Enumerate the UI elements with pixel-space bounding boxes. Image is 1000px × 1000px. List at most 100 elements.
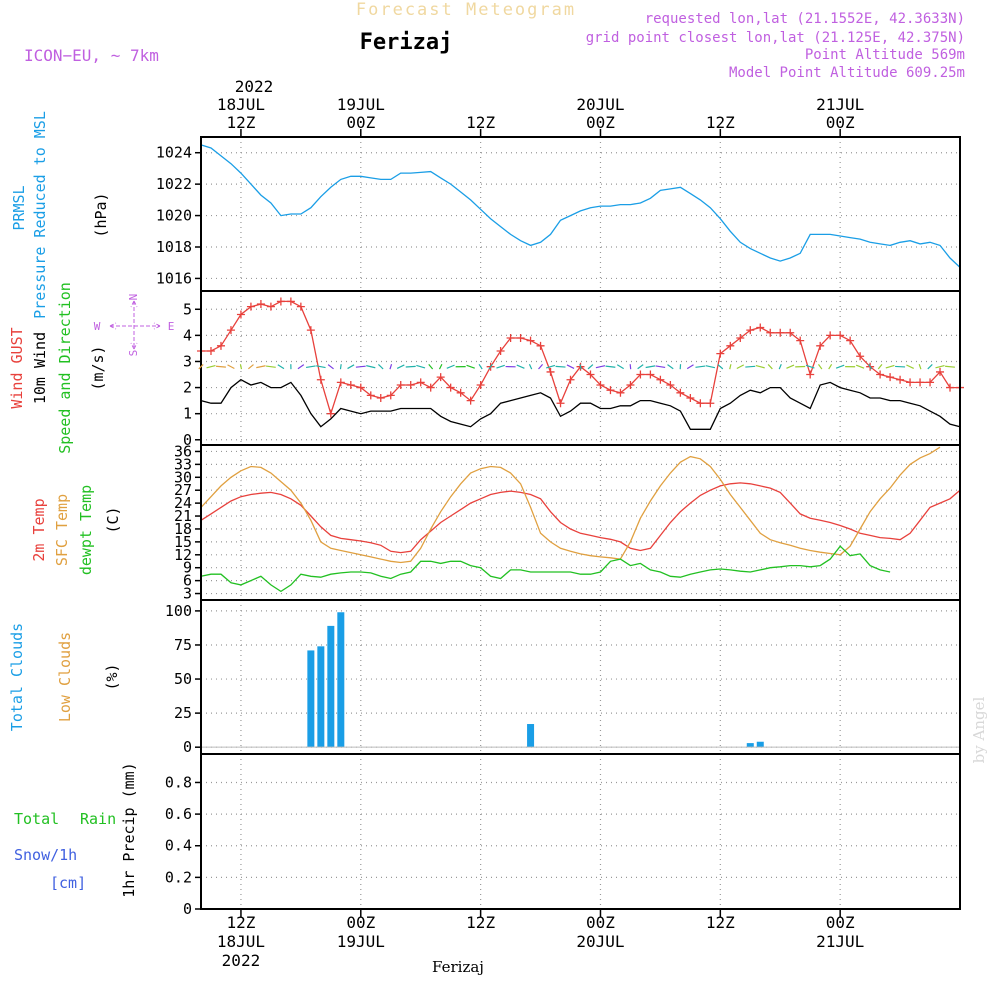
gust-marker bbox=[696, 399, 705, 408]
panel-0: 1016 1018 1020 1022 1024 bbox=[156, 136, 961, 292]
gust-marker bbox=[596, 380, 605, 389]
y-tick-label: 5 bbox=[183, 300, 192, 318]
wind-arrow bbox=[446, 364, 455, 369]
gust-marker bbox=[846, 336, 855, 345]
top-hour-label: 00Z bbox=[346, 113, 375, 132]
wind-arrow bbox=[366, 365, 376, 369]
gust-marker bbox=[746, 326, 755, 335]
series-line-dewpt-temp bbox=[200, 545, 891, 593]
prmsl-unit-label: (hPa) bbox=[92, 192, 110, 237]
gust-marker bbox=[436, 373, 445, 382]
wind-arrow bbox=[277, 364, 285, 370]
precip-unit-label: 1hr Precip (mm) bbox=[120, 762, 138, 897]
gust-marker bbox=[246, 302, 255, 311]
wind-arrow bbox=[339, 364, 342, 370]
panel-3: 0 25 50 75 100 bbox=[165, 599, 961, 756]
bottom-hour-label: 00Z bbox=[826, 913, 855, 932]
compass-arrows-icon bbox=[109, 300, 161, 350]
y-tick-label: 1 bbox=[183, 405, 192, 423]
gust-marker bbox=[546, 367, 555, 376]
gust-marker bbox=[856, 352, 865, 361]
model-label: ICON−EU, ~ 7km bbox=[24, 46, 159, 65]
bottom-hour-label: 12Z bbox=[706, 913, 735, 932]
low-clouds-label: Low Clouds bbox=[56, 632, 74, 722]
point-altitude: Point Altitude 569m bbox=[805, 47, 965, 63]
bottom-hour-label: 12Z bbox=[226, 913, 255, 932]
gust-marker bbox=[666, 380, 675, 389]
y-tick-label: 0.2 bbox=[165, 868, 192, 886]
gust-marker bbox=[526, 336, 535, 345]
wind-arrow bbox=[416, 364, 426, 369]
panel-frame bbox=[200, 599, 961, 755]
wind-arrow bbox=[566, 364, 575, 369]
y-tick-label: 3 bbox=[183, 352, 192, 370]
series-line-wind-gust bbox=[201, 300, 960, 416]
snow-label: Snow/1h bbox=[14, 846, 77, 864]
cloud-bar bbox=[337, 612, 345, 748]
wind-arrow bbox=[755, 364, 765, 369]
y-tick-label: 1018 bbox=[156, 238, 192, 256]
y-tick-label: 27 bbox=[174, 481, 192, 499]
gust-marker bbox=[536, 341, 545, 350]
wind-arrow bbox=[587, 364, 594, 370]
wind-arrow bbox=[828, 363, 833, 370]
wind-arrow bbox=[528, 364, 533, 370]
top-hour-label: 12Z bbox=[706, 113, 735, 132]
temp-labels: 2m Temp SFC Temp dewpt Temp (C) bbox=[30, 485, 122, 575]
total-label: Total bbox=[14, 810, 59, 828]
gust-marker bbox=[816, 341, 825, 350]
wind-arrow bbox=[686, 364, 694, 370]
wind-arrow bbox=[945, 365, 955, 368]
wind-unit-label: (m/s) bbox=[89, 345, 107, 390]
gust-marker bbox=[506, 333, 515, 342]
y-tick-label: 0.6 bbox=[165, 805, 192, 823]
series-line-pressure bbox=[200, 144, 961, 268]
gust-marker bbox=[776, 328, 785, 337]
total-clouds-label: Total Clouds bbox=[8, 623, 26, 731]
gust-marker bbox=[566, 375, 575, 384]
y-tick-label: 24 bbox=[174, 494, 192, 512]
requested-coords: requested lon,lat (21.1552E, 42.3633N) bbox=[645, 11, 965, 27]
gust-marker bbox=[616, 388, 625, 397]
wind-arrow bbox=[347, 364, 355, 370]
gust-marker bbox=[346, 380, 355, 389]
y-tick-label: 0 bbox=[183, 900, 192, 918]
wind-arrow bbox=[389, 364, 393, 370]
bottom-hour-label: 00Z bbox=[586, 913, 615, 932]
gust-marker bbox=[326, 409, 335, 418]
panel-4: 0 0.2 0.4 0.6 0.8 bbox=[165, 753, 961, 918]
temp-unit-label: (C) bbox=[104, 506, 122, 533]
wind-arrow bbox=[227, 364, 235, 370]
wind-arrow bbox=[729, 364, 732, 370]
y-tick-label: 0.8 bbox=[165, 773, 192, 791]
gust-marker bbox=[706, 399, 715, 408]
y-tick-label: 0.4 bbox=[165, 837, 192, 855]
gust-marker bbox=[716, 349, 725, 358]
y-tick-label: 15 bbox=[174, 533, 192, 551]
gust-marker bbox=[676, 388, 685, 397]
panel-frame bbox=[200, 753, 961, 910]
gust-marker bbox=[356, 383, 365, 392]
gust-marker bbox=[726, 341, 735, 350]
cloud-labels: Total Clouds Low Clouds (%) bbox=[8, 623, 121, 731]
y-tick-label: 75 bbox=[174, 636, 192, 654]
wind-arrow bbox=[695, 365, 706, 368]
wind-arrow bbox=[877, 363, 883, 370]
gust-marker bbox=[946, 383, 955, 392]
y-tick-label: 30 bbox=[174, 468, 192, 486]
wind-arrow bbox=[655, 365, 666, 369]
gust-marker bbox=[836, 331, 845, 340]
rain-label: Rain bbox=[80, 810, 116, 828]
chart-title: Forecast Meteogram bbox=[356, 0, 576, 20]
gust-marker bbox=[876, 370, 885, 379]
wind-arrow bbox=[265, 365, 276, 368]
wind-arrow bbox=[496, 364, 505, 369]
bottom-hour-label: 12Z bbox=[466, 913, 495, 932]
wind-arrow bbox=[645, 365, 656, 369]
wind-arrow bbox=[378, 364, 384, 370]
wind-arrow bbox=[786, 364, 795, 369]
wind-arrow bbox=[595, 365, 606, 369]
